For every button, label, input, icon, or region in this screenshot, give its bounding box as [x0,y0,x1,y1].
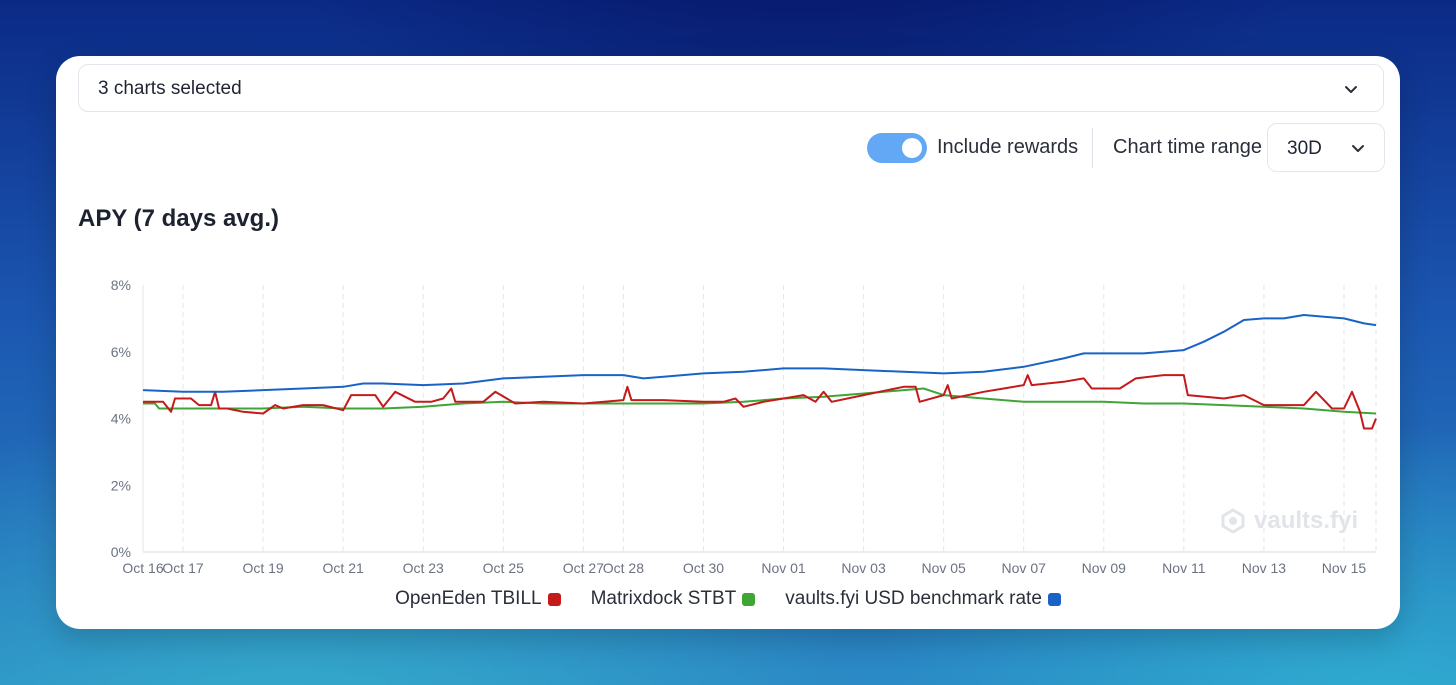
legend-label: vaults.fyi USD benchmark rate [785,588,1042,609]
watermark-text: vaults.fyi [1254,507,1359,534]
chart-title: APY (7 days avg.) [78,205,279,232]
legend-label: OpenEden TBILL [395,588,542,609]
series-line-openeden-tbill [143,374,1377,430]
legend-swatch [547,592,561,606]
series-line-matrixdock-stbt [143,387,1377,415]
x-tick-label: Oct 28 [603,560,644,576]
chart-card: 3 charts selected Include rewards Chart … [56,56,1400,629]
include-rewards-toggle[interactable] [867,133,927,163]
legend-swatch [742,592,756,606]
chart-selector-dropdown[interactable]: 3 charts selected [78,64,1384,112]
vaults-logo-icon [1221,508,1245,534]
x-tick-label: Oct 23 [403,560,444,576]
x-tick-label: Nov 15 [1322,560,1367,576]
legend-label: Matrixdock STBT [590,588,737,609]
x-tick-label: Oct 19 [242,560,283,576]
legend-item-tbill[interactable]: OpenEden TBILL [395,588,561,610]
chart-legend: OpenEden TBILL Matrixdock STBT vaults.fy… [56,588,1400,610]
x-tick-label: Nov 05 [921,560,966,576]
x-tick-label: Nov 11 [1162,560,1206,576]
x-tick-label: Nov 13 [1242,560,1287,576]
toggle-knob [902,138,922,158]
controls-divider [1092,128,1093,168]
y-tick-label: 0% [111,544,131,560]
include-rewards-label: Include rewards [937,136,1079,158]
time-range-label: Chart time range [1113,136,1262,158]
chevron-down-icon [1344,82,1358,96]
legend-item-stbt[interactable]: Matrixdock STBT [591,588,756,610]
y-tick-label: 4% [111,411,131,427]
y-tick-label: 8% [111,277,131,293]
x-tick-label: Nov 03 [841,560,886,576]
x-tick-label: Oct 25 [483,560,524,576]
x-tick-label: Oct 27 [563,560,604,576]
series-line-benchmark [142,314,1377,393]
x-tick-label: Nov 07 [1002,560,1047,576]
time-range-select[interactable]: 30D [1267,123,1385,172]
legend-swatch [1047,592,1061,606]
chart-selector-label: 3 charts selected [98,78,242,99]
x-tick-label: Nov 01 [761,560,806,576]
x-tick-label: Oct 16 [122,560,163,576]
x-tick-label: Nov 09 [1082,560,1127,576]
chevron-down-icon [1351,141,1365,155]
time-range-value: 30D [1287,138,1322,159]
y-tick-label: 6% [111,344,131,360]
x-tick-label: Oct 30 [683,560,724,576]
x-tick-label: Oct 21 [323,560,364,576]
watermark: vaults.fyi [1220,507,1358,535]
x-tick-label: Oct 17 [162,560,203,576]
y-tick-label: 2% [111,477,131,493]
legend-item-benchmark[interactable]: vaults.fyi USD benchmark rate [785,588,1061,610]
